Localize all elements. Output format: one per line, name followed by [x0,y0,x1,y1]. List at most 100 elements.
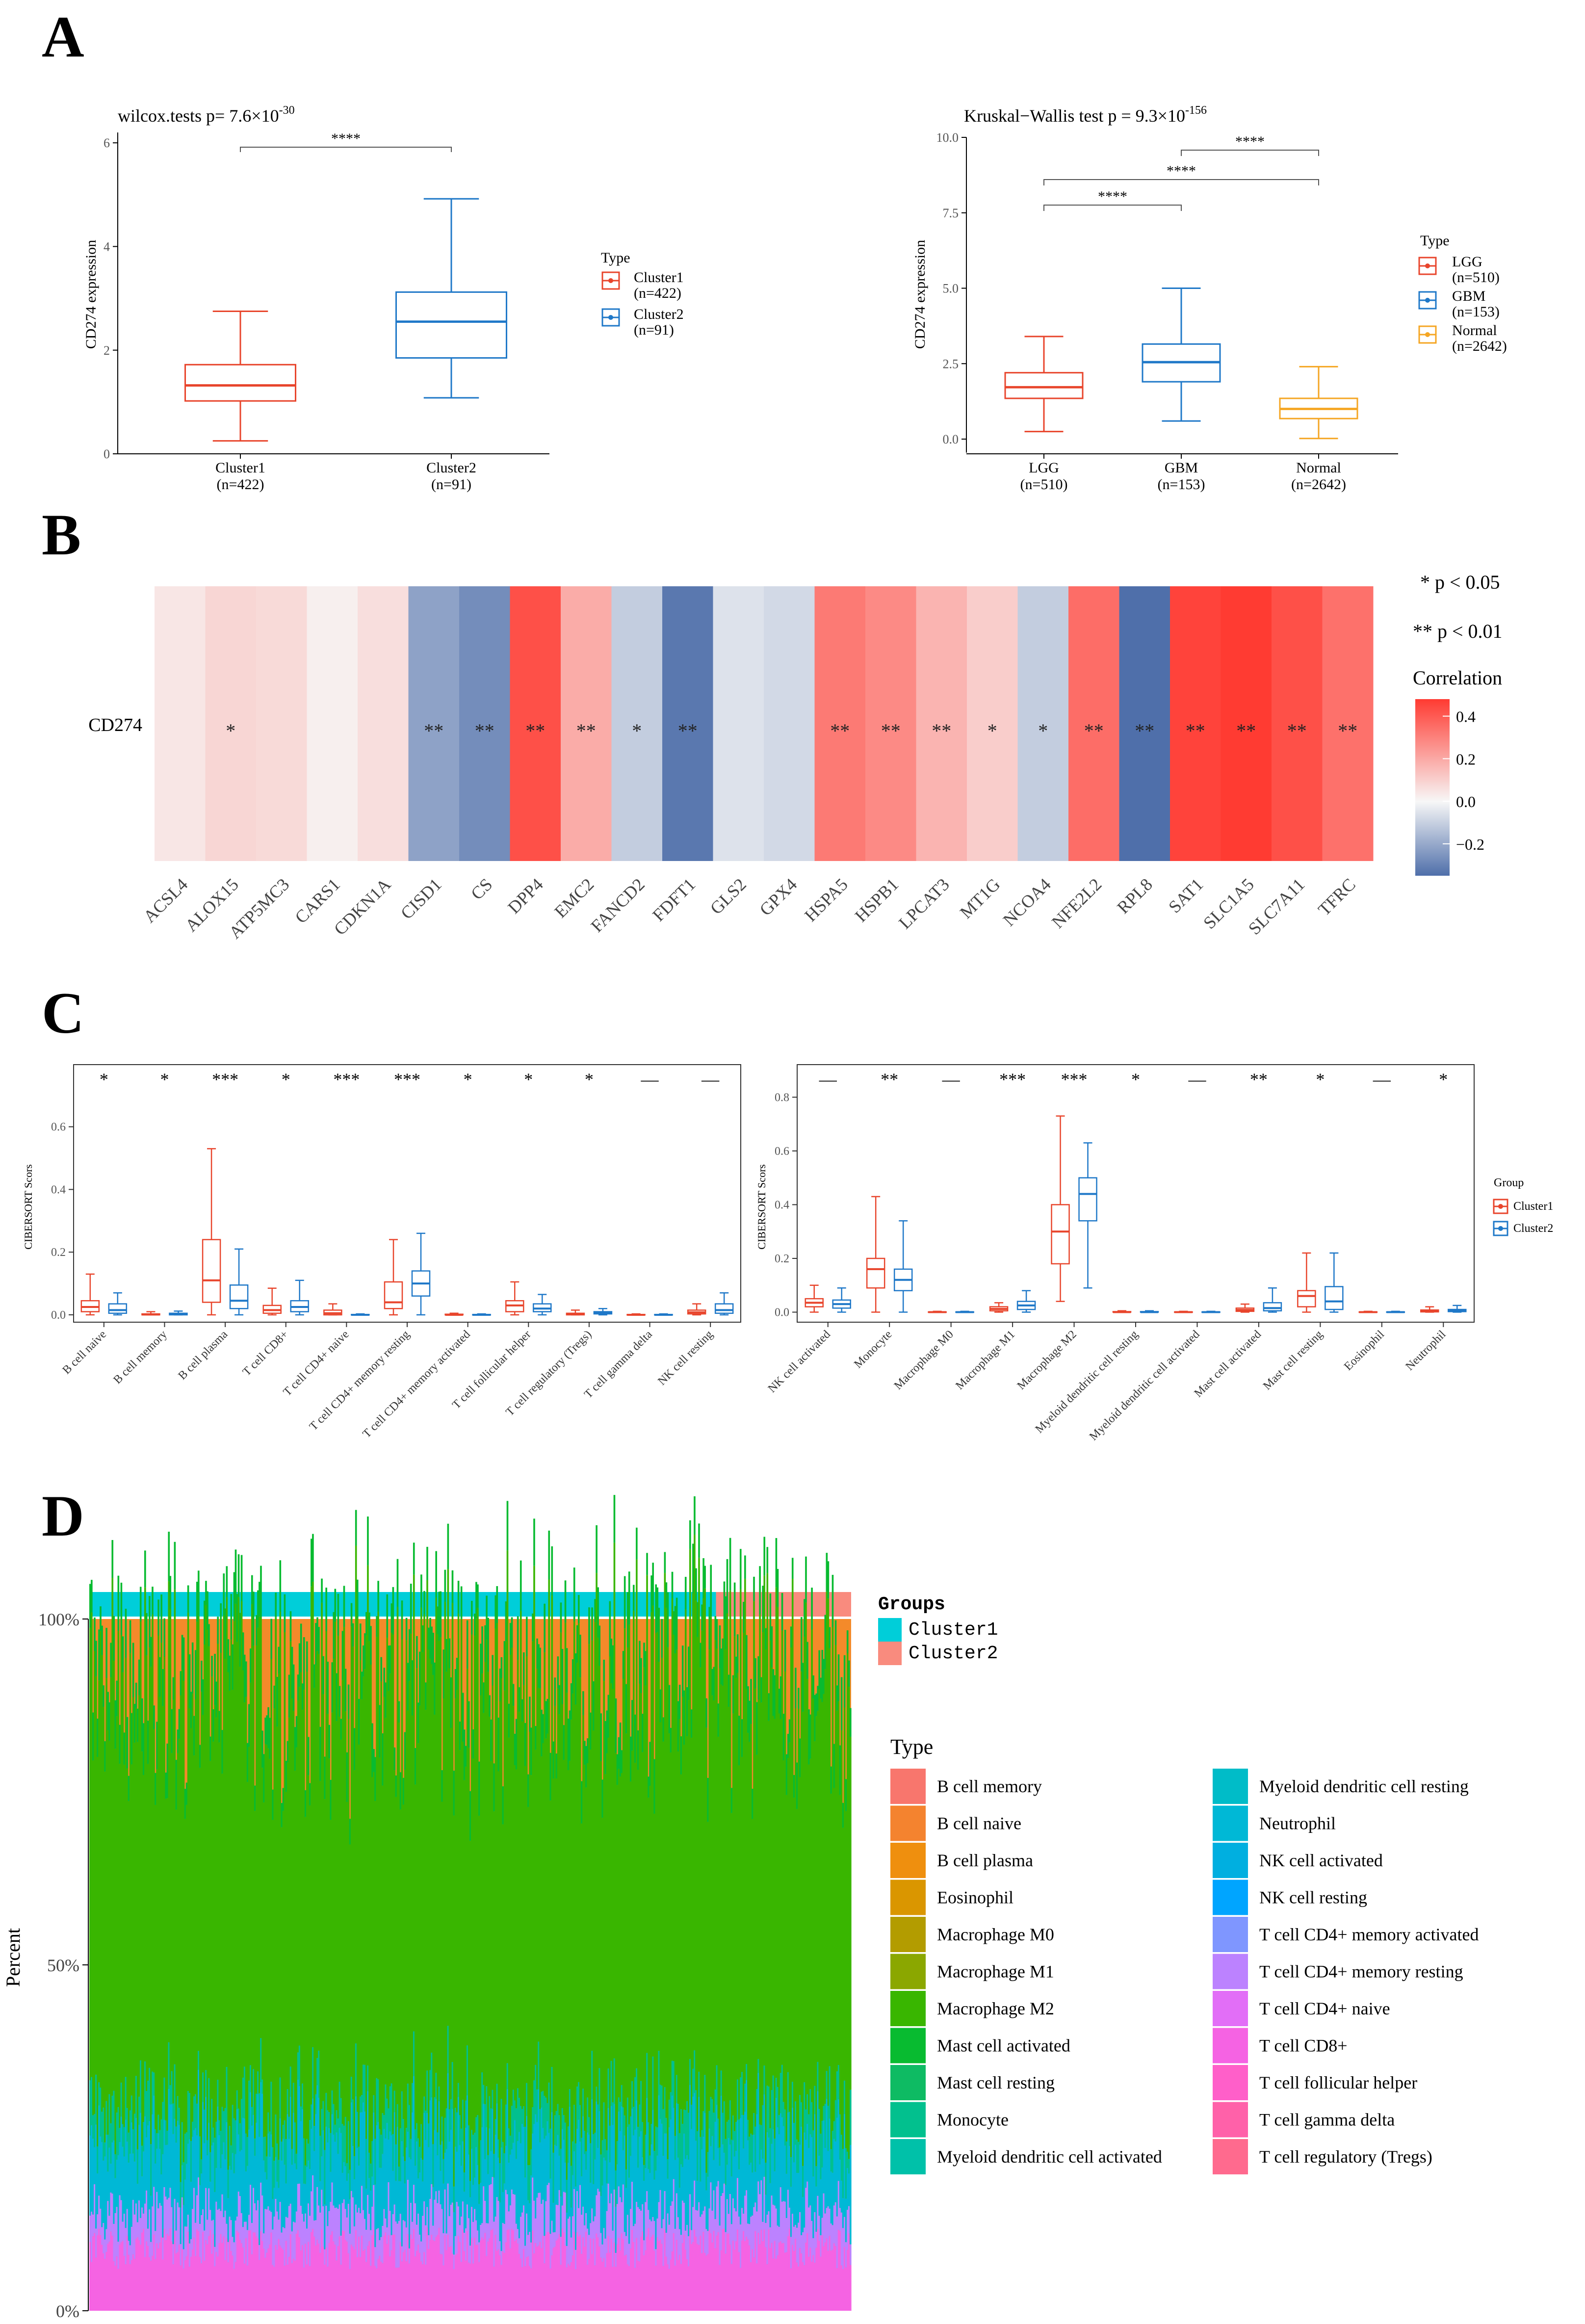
stack-segment [471,2148,473,2207]
heatmap-signif: * [987,720,997,742]
stack-segment [141,2176,143,2208]
stack-segment [420,2261,422,2311]
stack-segment [116,2207,118,2257]
stack-segment [584,2246,586,2311]
stack-segment [590,2182,592,2223]
stack-segment [368,2214,370,2242]
stack-segment [753,1601,755,2113]
chart-a1-y-tick-label: 0 [104,447,110,461]
stack-segment [330,2201,332,2235]
heatmap-cells: ACSL4*ALOX15ATP5MC3CARS1CDKN1A**CISD1**C… [139,586,1374,942]
stack-segment [514,1765,516,2101]
stack-segment [261,2241,263,2311]
stack-segment [824,1615,827,1670]
stack-segment [686,1736,688,2101]
stack-segment [536,2246,538,2311]
stack-segment [437,2235,439,2311]
stack-segment [524,2246,526,2267]
stack-segment [259,1617,260,2093]
stack-segment [840,2180,843,2213]
stack-segment [515,2223,518,2240]
stack-segment [475,1619,477,2117]
stack-segment [284,2266,286,2311]
stack-segment [248,2080,250,2130]
stack-segment [94,2184,96,2233]
stack-segment [701,2149,703,2215]
stack-segment [837,2181,840,2230]
chart-c1-frame [73,1064,741,1323]
stack-segment [273,2188,276,2217]
stack-segment [621,2233,623,2311]
stack-segment [732,2115,734,2141]
stack-segment [371,1777,373,2141]
stack-segment [212,1709,214,1742]
stack-segment [821,2120,824,2167]
stack-segment [141,1751,143,2146]
stack-segment [508,1703,510,1738]
panel-label-d: D [42,1483,84,1548]
chart-a2-signif-bracket [1181,150,1319,156]
stack-segment [437,2132,439,2156]
stack-segment [373,2185,375,2230]
stack-segment [318,2244,320,2311]
stack-segment [234,2154,237,2221]
stack-segment [172,2264,175,2311]
stack-segment [782,1714,785,1761]
stack-segment [500,2251,503,2265]
stack-segment [325,1631,327,2093]
stack-segment [178,1709,181,1739]
stack-segment [410,1584,412,1634]
stack-segment [95,2124,97,2229]
stack-segment [573,2189,575,2232]
stack-segment [388,1691,390,2109]
stack-segment [312,1582,314,2047]
stack-segment [407,2180,409,2235]
stack-segment [344,2166,347,2209]
stack-segment [558,1714,561,2115]
stack-segment [199,2257,201,2311]
stack-segment [702,1558,704,1598]
type-legend-swatch [1213,1843,1248,1878]
stack-segment [698,1523,700,1558]
stack-segment [371,2235,373,2311]
stack-segment [836,1710,838,2071]
stack-segment [472,1729,474,1759]
stack-segment [686,1687,688,1737]
stack-segment [780,2187,782,2242]
stack-segment [465,2260,467,2311]
stack-segment [263,1754,265,1802]
stack-segment [263,2248,265,2311]
stack-segment [431,2235,433,2311]
stack-segment [768,2211,770,2230]
stack-segment [256,2122,258,2211]
stack-segment [591,2254,593,2311]
stack-segment [267,2112,269,2134]
stack-segment [702,2211,704,2232]
stack-segment [363,2250,364,2311]
stack-segment [645,1651,647,1686]
stack-segment [129,2110,131,2154]
heatmap-signif: ** [475,720,494,742]
stack-segment [771,1667,773,2090]
stack-segment [272,2147,274,2199]
stack-segment [132,1697,134,2130]
stack-segment [573,2232,575,2311]
stack-segment [846,1630,849,1653]
stack-segment [749,2165,751,2224]
stack-segment [723,2228,726,2311]
stack-segment [585,2169,587,2213]
stack-segment [442,2159,445,2184]
stack-segment [573,2151,575,2189]
stack-segment [291,2149,293,2165]
stack-segment [475,2245,477,2311]
stack-segment [144,2203,146,2257]
stack-segment [398,2267,400,2311]
stack-segment [558,2155,561,2191]
stack-segment [799,1738,801,1777]
stack-segment [736,2178,739,2230]
stack-segment [512,1684,515,1706]
stack-segment [503,2223,506,2253]
stack-segment [548,2133,550,2183]
chart-c1-box-cluster2 [229,1248,249,1316]
